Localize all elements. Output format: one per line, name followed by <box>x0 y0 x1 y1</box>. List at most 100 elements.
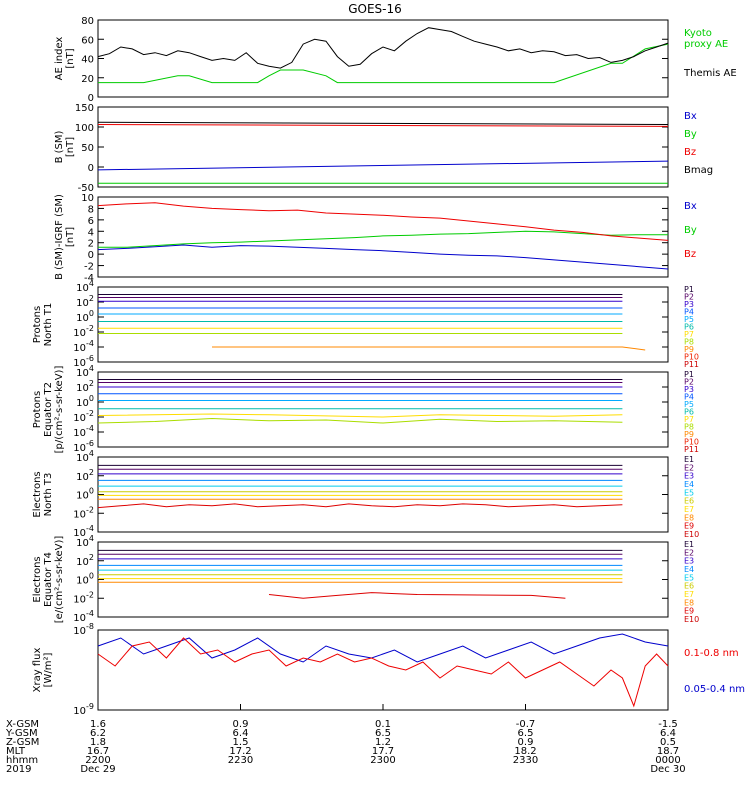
series-kyoto-proxy-ae <box>98 43 669 84</box>
legend-label: By <box>684 225 697 236</box>
x-axis-row-label: X-GSM <box>6 719 39 730</box>
y-tick-label: 10-8 <box>73 622 94 637</box>
x-axis-value: 17.2 <box>229 746 251 757</box>
legend-label: P10 <box>684 438 699 447</box>
chart-title: GOES-16 <box>348 2 402 16</box>
y-tick-label: 40 <box>81 55 94 66</box>
y-axis-label: ProtonsEquator T2[p/(cm²-s-sr-keV)] <box>32 366 65 454</box>
y-tick-label: 102 <box>76 379 94 394</box>
legend-label: P2 <box>684 378 694 387</box>
y-axis-label: AE index[nT] <box>54 37 76 81</box>
x-axis-value: 17.7 <box>372 746 394 757</box>
y-tick-label: 100 <box>76 394 94 409</box>
y-tick-label: 100 <box>76 487 94 502</box>
legend-label: P3 <box>684 385 694 394</box>
y-tick-label: 100 <box>76 309 94 324</box>
x-axis-value: Dec 30 <box>650 764 685 775</box>
y-axis-label: ElectronsNorth T3 <box>32 471 54 517</box>
y-tick-label: 10-4 <box>73 339 94 354</box>
y-axis-label: Xray flux[W/m²] <box>32 648 54 693</box>
y-tick-label: 100 <box>76 572 94 587</box>
y-tick-label: 10-2 <box>73 324 94 339</box>
y-tick-label: 10 <box>81 193 94 204</box>
x-axis-value: 0.9 <box>518 737 534 748</box>
x-axis-table: X-GSMY-GSMZ-GSMMLThhmm20191.66.21.816.72… <box>5 704 686 775</box>
y-tick-label: 0 <box>88 93 94 104</box>
y-tick-label: 10-2 <box>73 409 94 424</box>
x-axis-value: 1.5 <box>233 737 249 748</box>
legend-label: P2 <box>684 293 694 302</box>
legend-label: P5 <box>684 400 694 409</box>
y-tick-label: -4 <box>84 273 94 284</box>
series-bx <box>97 244 669 270</box>
legend-label: P6 <box>684 323 694 332</box>
x-axis-row-label: Y-GSM <box>5 728 38 739</box>
y-tick-label: 4 <box>88 227 94 238</box>
y-axis-label: ProtonsNorth T1 <box>32 303 54 347</box>
legend-label: P8 <box>684 423 694 432</box>
panel-frame <box>97 541 669 618</box>
x-axis-value: 2200 <box>85 755 110 766</box>
legend-label: P10 <box>684 353 699 362</box>
legend-label: Themis AE <box>683 68 737 79</box>
legend-label: Bz <box>684 147 696 158</box>
series-0-05-0-4-nm <box>97 633 669 663</box>
y-tick-label: -50 <box>78 183 94 194</box>
y-tick-label: 20 <box>81 74 94 85</box>
series-e9 <box>97 503 623 509</box>
legend-label: Bz <box>684 249 696 260</box>
legend-label: P8 <box>684 338 694 347</box>
x-axis-value: 0.9 <box>233 719 249 730</box>
panel-frame <box>97 371 669 448</box>
y-tick-label: 6 <box>88 216 94 227</box>
x-axis-value: -0.7 <box>516 719 536 730</box>
legend-label: Bmag <box>684 165 713 176</box>
x-axis-value: 6.5 <box>518 728 534 739</box>
legend-label: E10 <box>684 530 699 539</box>
series-themis-ae <box>97 27 669 69</box>
y-tick-label: 100 <box>75 123 94 134</box>
series-bz <box>97 124 669 127</box>
y-tick-label: 0 <box>88 250 94 261</box>
y-tick-label: 10-2 <box>73 590 94 605</box>
y-tick-label: -2 <box>84 262 94 273</box>
x-axis-row-label: Z-GSM <box>6 737 39 748</box>
x-axis-row-label: MLT <box>6 746 26 757</box>
panel-bsm: 150 100 50 0 -50 B (SM)[nT] Bx By Bz Bmag <box>54 103 713 194</box>
x-axis-value: 2330 <box>513 755 538 766</box>
y-tick-label: 10-9 <box>73 702 94 717</box>
legend-label: 0.05-0.4 nm <box>684 684 745 695</box>
legend-label: P6 <box>684 408 694 417</box>
legend-label: Bx <box>684 201 697 212</box>
series-p8 <box>97 417 623 424</box>
legend-label: proxy AE <box>684 39 728 50</box>
x-axis-value: 2300 <box>370 755 395 766</box>
panel-frame <box>97 196 669 278</box>
legend-label: E9 <box>684 607 694 616</box>
y-tick-label: 0 <box>88 163 94 174</box>
legend-label: P11 <box>684 360 699 369</box>
legend-label: E5 <box>684 573 694 582</box>
y-tick-label: 2 <box>88 239 94 250</box>
legend-label: P7 <box>684 330 694 339</box>
legend-label: E1 <box>684 540 694 549</box>
legend-label: P1 <box>684 370 694 379</box>
x-axis-value: 0000 <box>655 755 680 766</box>
legend-label: E4 <box>684 480 694 489</box>
legend-label: E6 <box>684 582 694 591</box>
y-tick-label: 50 <box>81 143 94 154</box>
panel-frame <box>97 106 669 188</box>
series-0-1-0-8-nm <box>97 637 669 708</box>
x-axis-value: 0.5 <box>660 737 676 748</box>
legend-label: P5 <box>684 315 694 324</box>
x-axis-value: 1.8 <box>90 737 106 748</box>
y-axis-label: B (SM)[nT] <box>54 130 76 163</box>
series-p9 <box>212 346 646 351</box>
y-tick-label: 8 <box>88 204 94 215</box>
legend-label: P4 <box>684 308 694 317</box>
x-axis-value: 0.1 <box>375 719 391 730</box>
